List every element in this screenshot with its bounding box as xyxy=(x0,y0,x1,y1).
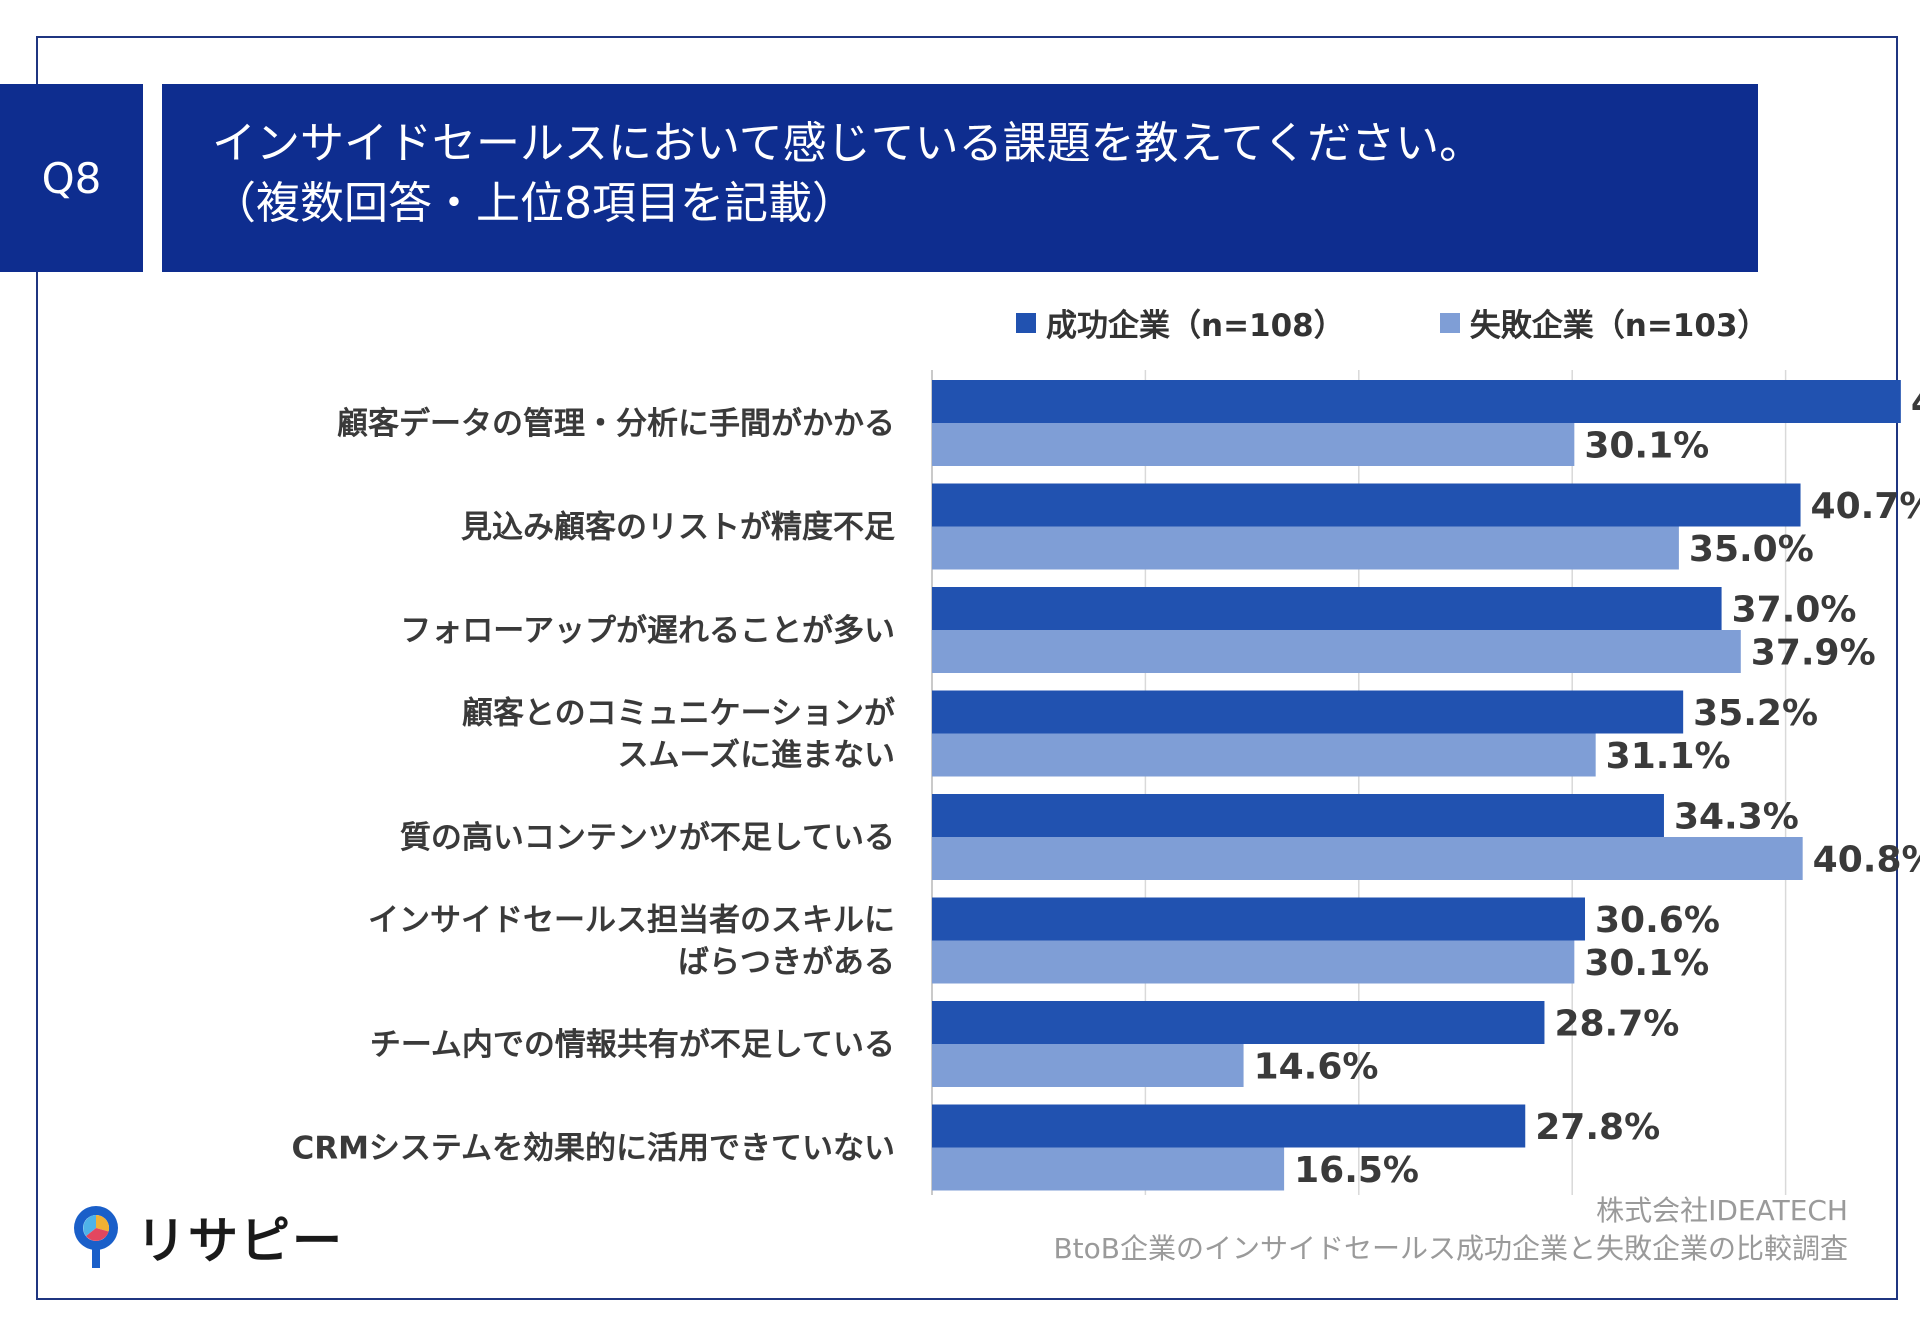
question-title-line1: インサイドセールスにおいて感じている課題を教えてください。 xyxy=(212,118,1484,169)
category-label: 顧客データの管理・分析に手間がかかる xyxy=(337,406,895,442)
bar-failure xyxy=(932,526,1679,570)
legend-label-failure: 失敗企業（n=103） xyxy=(1469,308,1769,344)
data-label-failure: 30.1% xyxy=(1584,426,1709,467)
category-label: 質の高いコンテンツが不足している xyxy=(400,820,895,856)
bar-success xyxy=(932,897,1586,941)
category-label: CRMシステムを効果的に活用できていない xyxy=(291,1131,895,1167)
legend-swatch-success xyxy=(1016,312,1036,333)
bar-success xyxy=(932,794,1664,837)
data-label-success: 35.2% xyxy=(1693,693,1818,734)
bar-success xyxy=(932,380,1901,423)
bar-success xyxy=(932,1104,1526,1148)
source-survey: BtoB企業のインサイドセールス成功企業と失敗企業の比較調査 xyxy=(1053,1232,1848,1265)
data-label-success: 37.0% xyxy=(1732,590,1857,631)
bar-failure xyxy=(932,1147,1285,1191)
bar-success xyxy=(932,1001,1545,1044)
legend-swatch-failure xyxy=(1439,312,1460,333)
data-label-failure: 14.6% xyxy=(1254,1047,1379,1088)
bar-failure xyxy=(932,423,1575,466)
legend: 成功企業（n=108） 失敗企業（n=103） xyxy=(1016,300,1769,345)
bar-failure xyxy=(932,837,1803,880)
data-label-failure: 35.0% xyxy=(1689,529,1814,570)
legend-label-success: 成功企業（n=108） xyxy=(1046,308,1345,344)
category-label: 顧客とのコミュニケーションがスムーズに進まない xyxy=(462,696,895,774)
data-label-failure: 31.1% xyxy=(1606,736,1731,777)
question-title-line2: （複数回答・上位8項目を記載） xyxy=(212,178,856,229)
data-label-success: 30.6% xyxy=(1595,900,1720,941)
data-label-success: 28.7% xyxy=(1554,1004,1679,1045)
bar-success xyxy=(932,587,1722,630)
data-label-success: 40.7% xyxy=(1811,486,1920,527)
source-company: 株式会社IDEATECH xyxy=(1596,1194,1848,1227)
category-label: フォローアップが遅れることが多い xyxy=(400,613,895,649)
bar-success xyxy=(932,483,1801,527)
question-title-banner: インサイドセールスにおいて感じている課題を教えてください。 （複数回答・上位8項… xyxy=(162,84,1758,272)
category-label: チーム内での情報共有が不足している xyxy=(370,1027,895,1063)
data-label-failure: 16.5% xyxy=(1294,1150,1419,1191)
source-note: 株式会社IDEATECH BtoB企業のインサイドセールス成功企業と失敗企業の比… xyxy=(1053,1192,1848,1268)
bar-failure xyxy=(932,733,1596,777)
data-label-success: 34.3% xyxy=(1674,797,1799,838)
question-number-badge: Q8 xyxy=(0,84,143,272)
category-label: 見込み顧客のリストが精度不足 xyxy=(461,510,895,546)
bar-success xyxy=(932,690,1684,734)
brand-logo-text: リサピー xyxy=(136,1212,344,1270)
bar-failure xyxy=(932,940,1575,984)
question-number: Q8 xyxy=(41,153,102,203)
data-label-failure: 40.8% xyxy=(1813,840,1920,881)
chart-frame xyxy=(36,36,1898,1300)
brand-logo: リサピー xyxy=(68,1201,344,1273)
bar-failure xyxy=(932,630,1741,673)
legend-item-success: 成功企業（n=108） xyxy=(1016,300,1345,345)
map-pin-logo-icon xyxy=(74,1206,118,1268)
bar-failure xyxy=(932,1044,1244,1087)
legend-item-failure: 失敗企業（n=103） xyxy=(1439,300,1769,345)
category-label: インサイドセールス担当者のスキルにばらつきがある xyxy=(368,903,895,981)
data-label-failure: 30.1% xyxy=(1584,943,1709,984)
data-label-success: 27.8% xyxy=(1535,1107,1660,1148)
data-label-success: 45.4% xyxy=(1911,383,1920,424)
data-label-failure: 37.9% xyxy=(1751,633,1876,674)
